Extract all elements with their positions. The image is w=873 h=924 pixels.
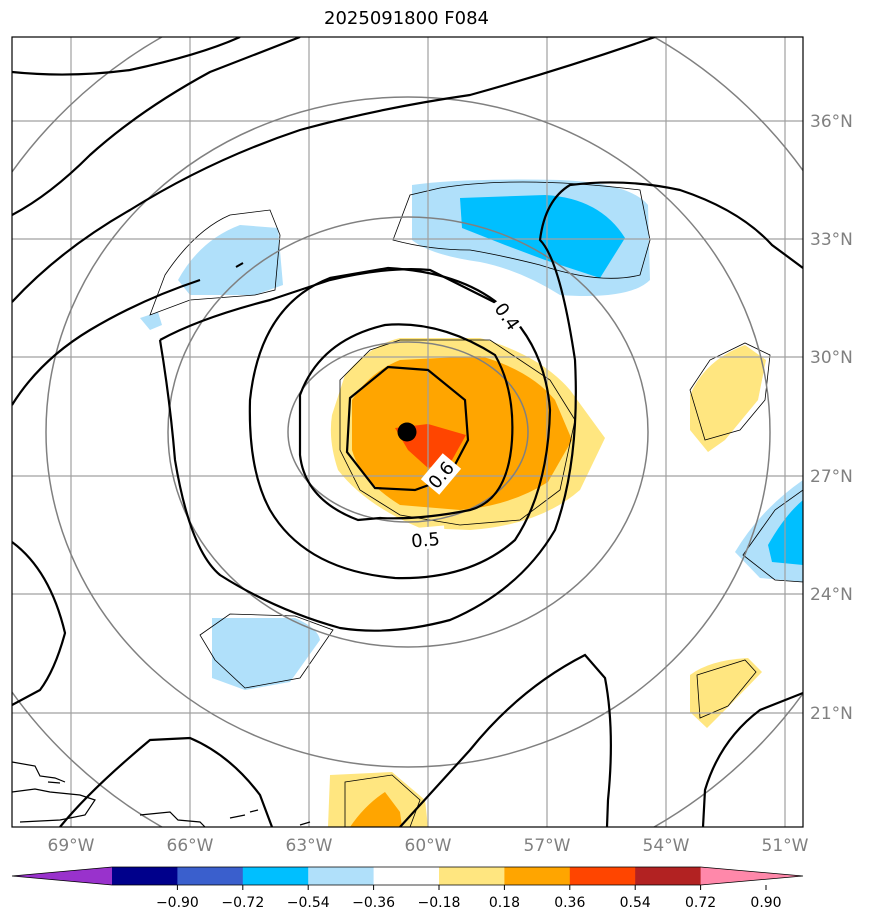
lat-label: 33°N [810,230,853,250]
colorbar-extend-max [700,867,803,885]
map-title: 2025091800 F084 [324,8,489,29]
storm-center-marker [397,422,417,442]
colorbar-tick-label: −0.90 [156,895,199,911]
colorbar-segment [504,867,571,885]
contour-label-0-5: 0.5 [410,529,440,552]
colorbar: −0.90 −0.72 −0.54 −0.36 −0.18 0.18 0.36 0.54 0.7… [11,866,804,911]
colorbar-tick-label: −0.72 [221,895,264,911]
lat-label: 36°N [810,112,853,132]
colorbar-tick-label: 0.54 [620,895,651,911]
colorbar-segment [439,867,505,885]
colorbar-tick-label: −0.54 [287,895,330,911]
map-frame [11,36,804,828]
lat-label: 24°N [810,585,853,605]
yellow-anomaly-south [328,772,428,827]
colorbar-outline [11,866,804,886]
range-rings [12,37,803,827]
map-plot-area [12,37,803,827]
colorbar-segment [308,867,375,885]
small-contour-fragment [235,262,244,268]
colorbar-tick-label: 0.90 [750,895,781,911]
blue-anomaly-southwest [212,618,320,690]
coastline [12,761,311,827]
lon-label: 60°W [405,836,452,856]
colorbar-segment [569,867,636,885]
colorbar-tick-label: 0.72 [685,895,716,911]
longitude-labels: 69°W 66°W 63°W 60°W 57°W 54°W 51°W [48,836,809,856]
lon-label: 66°W [167,836,214,856]
lon-label: 69°W [48,836,95,856]
lon-label: 63°W [286,836,333,856]
lon-label: 51°W [762,836,809,856]
yellow-anomaly-southeast [690,658,762,728]
lon-label: 54°W [643,836,690,856]
colorbar-tick-label: −0.36 [352,895,395,911]
latitude-labels: 36°N 33°N 30°N 27°N 24°N 21°N [810,112,853,724]
lon-label: 57°W [524,836,571,856]
lat-label: 30°N [810,348,853,368]
blue-anomaly-north [412,179,650,296]
lat-label: 21°N [810,704,853,724]
colorbar-segment [635,867,702,885]
colorbar-segment [373,867,440,885]
colorbar-tick-label: −0.18 [418,895,461,911]
colorbar-tick-label: 0.36 [554,895,585,911]
lat-label: 27°N [810,467,853,487]
blue-anomaly-northwest [140,225,283,330]
height-contours [12,37,803,827]
colorbar-tick-label: 0.18 [489,895,520,911]
colorbar-extend-min [12,867,112,885]
colorbar-segment [112,867,178,885]
colorbar-segment [242,867,309,885]
colorbar-segment [177,867,244,885]
graticule [12,37,803,827]
yellow-anomaly-east [690,345,766,452]
